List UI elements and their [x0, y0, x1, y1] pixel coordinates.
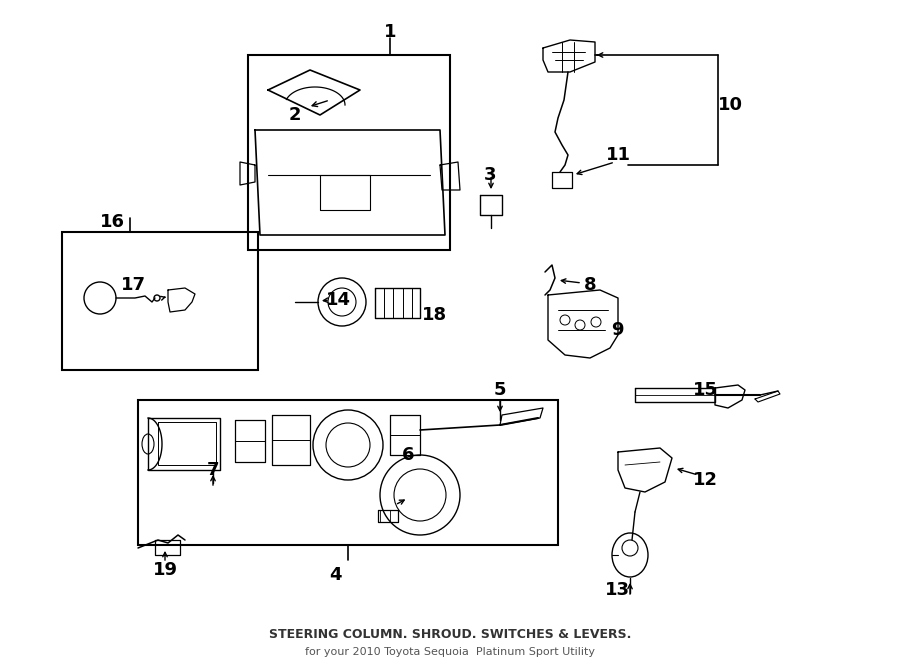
Text: 17: 17: [121, 276, 146, 294]
Text: 12: 12: [692, 471, 717, 489]
Text: 15: 15: [692, 381, 717, 399]
Text: 9: 9: [611, 321, 623, 339]
Bar: [62, 232, 258, 370]
Text: 8: 8: [584, 276, 597, 294]
Text: 11: 11: [606, 146, 631, 164]
Bar: [248, 55, 450, 250]
Text: 13: 13: [605, 581, 629, 599]
Text: 19: 19: [152, 561, 177, 579]
Text: 7: 7: [207, 461, 220, 479]
Text: 2: 2: [289, 106, 302, 124]
Text: 10: 10: [717, 96, 742, 114]
Text: 16: 16: [100, 213, 124, 231]
Text: 18: 18: [422, 306, 447, 324]
Text: STEERING COLUMN. SHROUD. SWITCHES & LEVERS.: STEERING COLUMN. SHROUD. SWITCHES & LEVE…: [269, 629, 631, 641]
Text: 1: 1: [383, 23, 396, 41]
Text: 3: 3: [484, 166, 496, 184]
Text: 6: 6: [401, 446, 414, 464]
Text: 14: 14: [326, 291, 350, 309]
Bar: [138, 400, 558, 545]
Text: 4: 4: [328, 566, 341, 584]
Text: 5: 5: [494, 381, 506, 399]
Text: for your 2010 Toyota Sequoia  Platinum Sport Utility: for your 2010 Toyota Sequoia Platinum Sp…: [305, 647, 595, 657]
